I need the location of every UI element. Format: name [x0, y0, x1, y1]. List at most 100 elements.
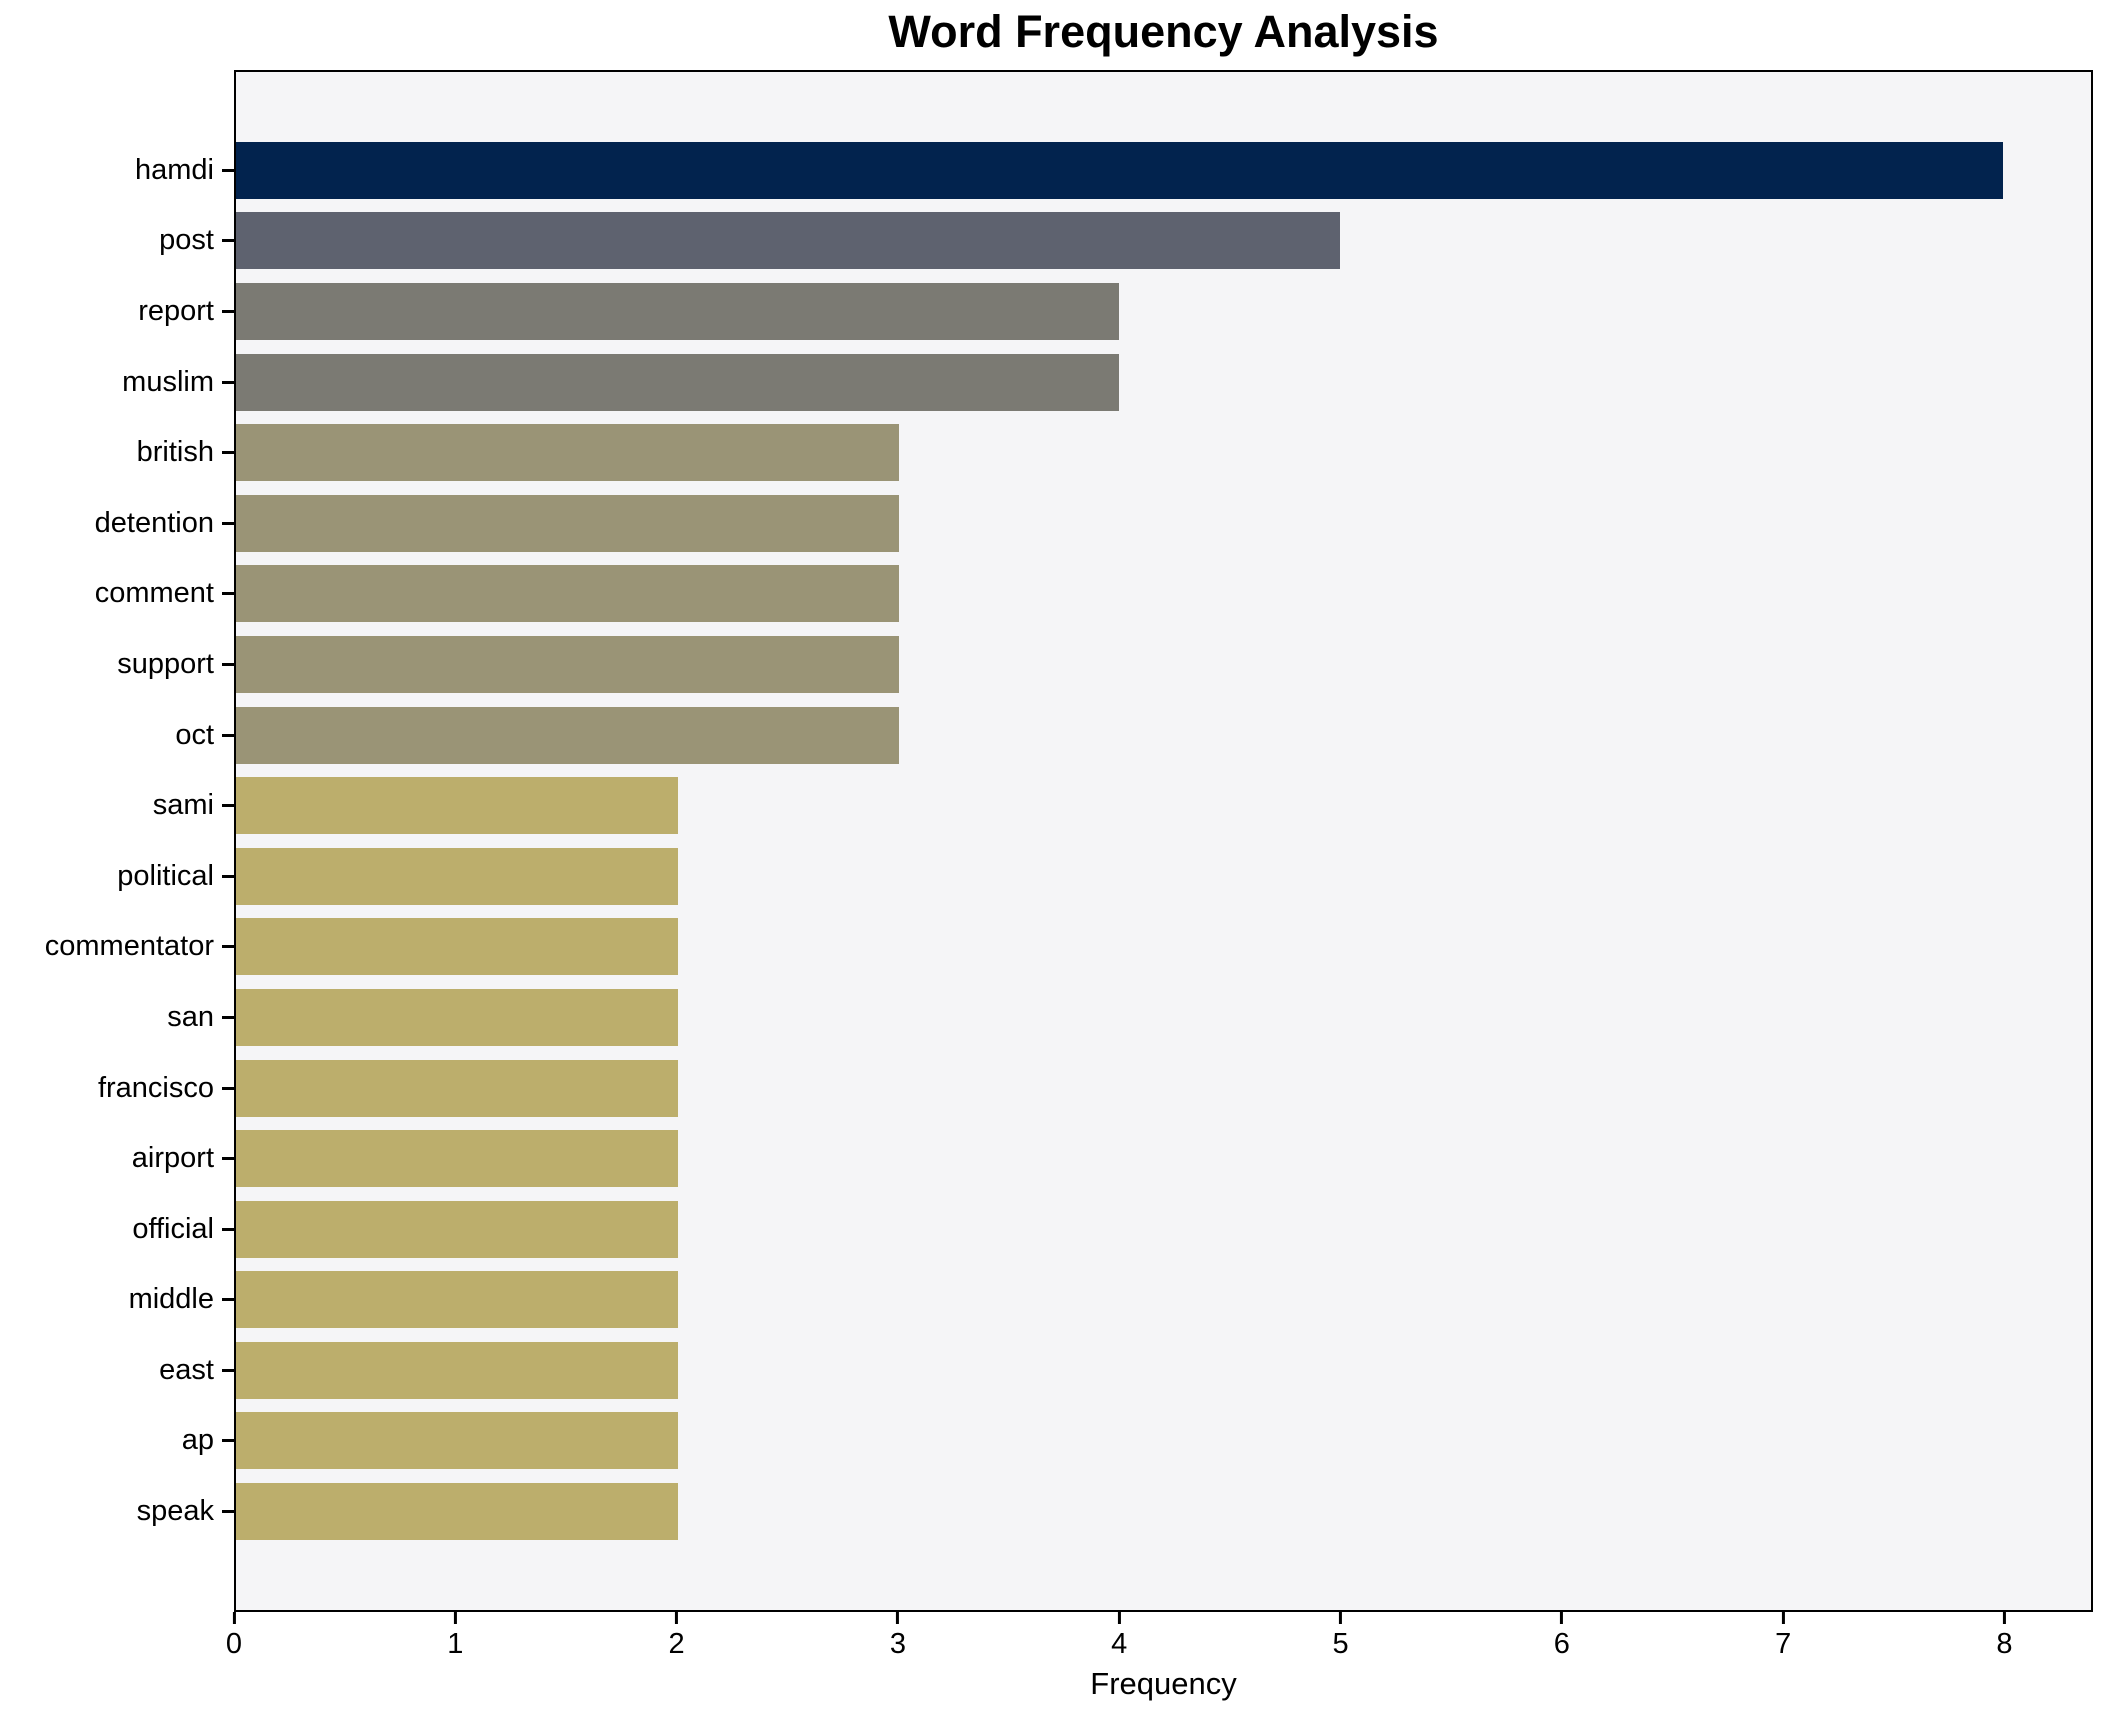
x-tick: 4 — [1111, 1612, 1127, 1659]
bar-political — [236, 847, 678, 905]
y-tick-label: sami — [152, 789, 214, 822]
x-tick: 0 — [226, 1612, 242, 1659]
y-tick-label: middle — [128, 1283, 214, 1316]
y-row: detention — [0, 488, 234, 559]
y-tick-mark — [222, 1157, 234, 1161]
x-tick-label: 5 — [1332, 1628, 1349, 1660]
bar-sami — [236, 777, 678, 835]
bar-support — [236, 635, 899, 693]
bar-row — [236, 417, 2091, 488]
bar-comment — [236, 565, 899, 623]
y-row: support — [0, 629, 234, 700]
bar-hamdi — [236, 141, 2003, 199]
y-row: muslim — [0, 347, 234, 418]
y-tick-label: muslim — [122, 365, 214, 398]
bar-british — [236, 424, 899, 482]
x-tick-mark — [1560, 1612, 1564, 1624]
y-tick-label: ap — [181, 1424, 214, 1457]
y-row: sami — [0, 770, 234, 841]
y-tick-label: official — [132, 1212, 214, 1245]
bar-airport — [236, 1130, 678, 1188]
y-tick-mark — [222, 451, 234, 455]
y-tick-mark — [222, 733, 234, 737]
y-tick-mark — [222, 945, 234, 949]
y-tick-mark — [222, 662, 234, 666]
y-axis: hamdi post report muslim british detention com… — [0, 70, 234, 1612]
bar-row — [236, 912, 2091, 983]
y-tick-label: political — [117, 859, 214, 892]
y-tick-label: hamdi — [135, 153, 214, 186]
y-tick-mark — [222, 521, 234, 525]
y-tick-mark — [222, 309, 234, 313]
y-tick-label: commentator — [44, 930, 214, 963]
y-row: post — [0, 206, 234, 277]
bar-row — [236, 559, 2091, 630]
y-tick-label: post — [159, 224, 214, 257]
y-row: san — [0, 982, 234, 1053]
x-tick-label: 4 — [1111, 1628, 1128, 1660]
bar-row — [236, 1476, 2091, 1547]
y-tick-mark — [222, 592, 234, 596]
y-tick-label: francisco — [97, 1071, 214, 1104]
bar-san — [236, 988, 678, 1046]
bar-detention — [236, 494, 899, 552]
x-tick-mark — [2002, 1612, 2006, 1624]
y-tick-mark — [222, 874, 234, 878]
x-tick-label: 7 — [1775, 1628, 1792, 1660]
y-row: francisco — [0, 1053, 234, 1124]
bar-report — [236, 282, 1120, 340]
bar-row — [236, 1265, 2091, 1336]
bar-row — [236, 629, 2091, 700]
y-row: hamdi — [0, 135, 234, 206]
y-tick-label: comment — [94, 577, 214, 610]
bar-row — [236, 1406, 2091, 1477]
x-tick: 7 — [1775, 1612, 1791, 1659]
y-row: report — [0, 276, 234, 347]
x-tick-label: 6 — [1553, 1628, 1570, 1660]
bar-post — [236, 212, 1341, 270]
y-tick-label: airport — [131, 1142, 214, 1175]
y-row: comment — [0, 559, 234, 630]
x-tick-mark — [675, 1612, 679, 1624]
bar-middle — [236, 1271, 678, 1329]
chart-title: Word Frequency Analysis — [888, 6, 1439, 57]
x-tick: 8 — [1996, 1612, 2013, 1660]
y-tick-mark — [222, 239, 234, 243]
plot-area — [234, 70, 2093, 1612]
y-tick-mark — [222, 1298, 234, 1302]
x-tick-mark — [1781, 1612, 1785, 1624]
bar-row — [236, 276, 2091, 347]
y-tick-mark — [222, 1227, 234, 1231]
y-tick-mark — [222, 804, 234, 808]
y-row: official — [0, 1194, 234, 1265]
x-tick-mark — [453, 1612, 457, 1624]
x-tick-label: 3 — [889, 1628, 906, 1660]
bar-row — [236, 1053, 2091, 1124]
bar-row — [236, 1194, 2091, 1265]
x-tick-label: 0 — [225, 1628, 243, 1660]
x-tick-mark — [1117, 1612, 1121, 1624]
y-tick-mark — [222, 1510, 234, 1514]
y-tick-mark — [222, 1015, 234, 1019]
bar-row — [236, 841, 2091, 912]
y-tick-label: oct — [175, 718, 214, 751]
bar-oct — [236, 706, 899, 764]
bar-row — [236, 1335, 2091, 1406]
x-tick-mark — [232, 1612, 236, 1624]
x-tick: 2 — [669, 1612, 685, 1659]
bar-row — [236, 1123, 2091, 1194]
y-row: ap — [0, 1406, 234, 1477]
bar-row — [236, 770, 2091, 841]
x-tick: 3 — [890, 1612, 906, 1659]
x-tick-label: 1 — [447, 1628, 464, 1660]
y-tick-mark — [222, 380, 234, 384]
y-row: east — [0, 1335, 234, 1406]
bar-ap — [236, 1412, 678, 1470]
y-tick-mark — [222, 168, 234, 172]
bar-speak — [236, 1483, 678, 1541]
y-row: commentator — [0, 912, 234, 983]
bar-row — [236, 982, 2091, 1053]
bar-row — [236, 488, 2091, 559]
x-tick-label: 8 — [1996, 1628, 2013, 1660]
